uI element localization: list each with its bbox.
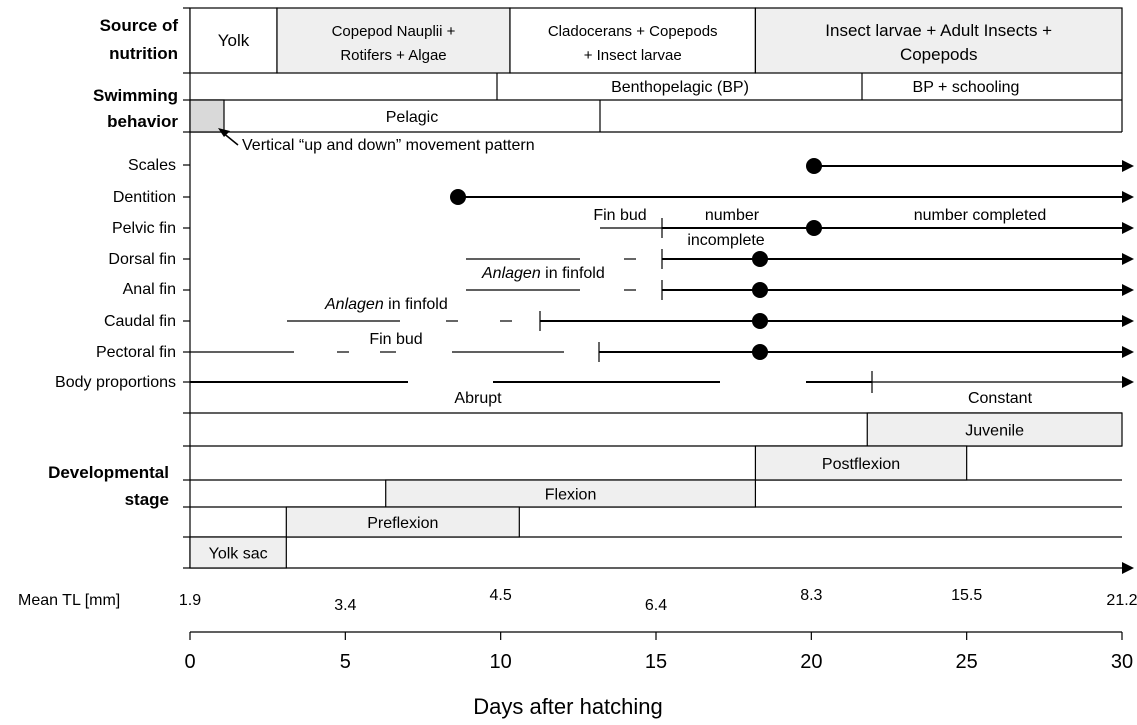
nutrition-box — [509, 7, 757, 74]
constant-label: Constant — [968, 390, 1033, 407]
mean-tl-value: 4.5 — [490, 587, 512, 604]
dentition-dot — [450, 189, 466, 205]
swimming-label-line1: Swimming — [93, 86, 178, 105]
pelvic-number-label: number — [705, 207, 760, 224]
nutrition-box — [276, 7, 511, 74]
feature-label-body-proportions: Body proportions — [55, 374, 176, 391]
swimming-row: Benthopelagic (BP) BP + schooling Pelagi… — [189, 73, 1123, 154]
pectoral-fin-bud-label: Fin bud — [369, 331, 422, 348]
arrowhead-icon — [218, 128, 230, 137]
stage-boxes: Juvenile Postflexion Flexion Preflexion Yolk… — [189, 412, 1123, 569]
x-tick-label: 10 — [490, 651, 512, 673]
feature-label-pectoral-fin: Pectoral fin — [96, 344, 176, 361]
benthopelagic-label: Benthopelagic (BP) — [611, 79, 749, 96]
swimming-label-line2: behavior — [107, 112, 178, 131]
arrowhead-icon — [1122, 253, 1134, 265]
mean-tl-values: 1.9 3.4 4.5 6.4 8.3 15.5 21.2 — [179, 587, 1137, 614]
nutrition-box — [754, 7, 1123, 74]
pelagic-label: Pelagic — [386, 109, 438, 126]
pelvic-dot — [806, 220, 822, 236]
stage-box — [866, 412, 1123, 447]
milestone-dots — [450, 158, 822, 360]
mean-tl-value: 1.9 — [179, 592, 201, 609]
nutrition-box — [189, 7, 278, 74]
nutrition-label: + Insect larvae — [584, 47, 682, 64]
arrowhead-icon — [1122, 315, 1134, 327]
feature-label-anal-fin: Anal fin — [123, 281, 176, 298]
caudal-anlagen-label: Anlagen in finfold — [324, 296, 448, 313]
x-tick-label: 30 — [1111, 651, 1133, 673]
feature-label-caudal-fin: Caudal fin — [104, 313, 176, 330]
nutrition-label: Copepod Nauplii + — [332, 23, 456, 40]
x-axis-title: Days after hatching — [473, 694, 663, 719]
dorsal-anlagen-label: Anlagen in finfold — [481, 265, 605, 282]
stage-label: Juvenile — [965, 423, 1024, 440]
feature-label-dentition: Dentition — [113, 189, 176, 206]
dorsal-dot — [752, 251, 768, 267]
stage-box — [385, 479, 757, 508]
stage-label: Preflexion — [367, 515, 438, 532]
nutrition-label: Yolk — [218, 31, 250, 50]
vertical-movement-note: Vertical “up and down” movement pattern — [242, 137, 535, 154]
arrowhead-icon — [1122, 222, 1134, 234]
nutrition-label: Insect larvae + Adult Insects + — [825, 21, 1052, 40]
pelvic-fin-bud-label: Fin bud — [593, 207, 646, 224]
arrowheads — [1122, 160, 1134, 574]
x-tick-label: 5 — [340, 651, 351, 673]
stage-label-line1: Developmental — [48, 463, 169, 482]
feature-labels: Scales Dentition Pelvic fin Dorsal fin A… — [55, 157, 176, 391]
pelvic-incomplete-label: incomplete — [687, 232, 764, 249]
mean-tl-label: Mean TL [mm] — [18, 592, 120, 609]
x-tick-label: 0 — [184, 651, 195, 673]
nutrition-row: Yolk Copepod Nauplii + Rotifers + Algae Cla… — [189, 7, 1123, 74]
anal-dot — [752, 282, 768, 298]
arrowhead-icon — [1122, 346, 1134, 358]
pectoral-dot — [752, 344, 768, 360]
mean-tl-value: 3.4 — [334, 597, 356, 614]
feature-timelines — [190, 165, 1124, 414]
x-axis: 0 5 10 15 20 25 30 — [184, 631, 1133, 673]
x-tick-label: 25 — [956, 651, 978, 673]
x-tick-label: 20 — [800, 651, 822, 673]
caudal-dot — [752, 313, 768, 329]
stage-label: Yolk sac — [209, 546, 268, 563]
arrowhead-icon — [1122, 191, 1134, 203]
row-ticks — [183, 7, 190, 569]
mean-tl-value: 6.4 — [645, 597, 667, 614]
feature-label-dorsal-fin: Dorsal fin — [108, 251, 176, 268]
feature-label-pelvic-fin: Pelvic fin — [112, 220, 176, 237]
stage-box — [285, 506, 520, 538]
mean-tl-value: 15.5 — [951, 587, 982, 604]
arrowhead-icon — [1122, 284, 1134, 296]
mean-tl-value: 8.3 — [800, 587, 822, 604]
stage-label: Postflexion — [822, 456, 900, 473]
nutrition-label: Copepods — [900, 45, 978, 64]
feature-label-scales: Scales — [128, 157, 176, 174]
vertical-movement-box — [189, 99, 225, 133]
abrupt-label: Abrupt — [454, 390, 502, 407]
stage-box — [189, 536, 287, 569]
scales-dot — [806, 158, 822, 174]
nutrition-label-line1: Source of — [100, 16, 179, 35]
schooling-label: BP + schooling — [913, 79, 1020, 96]
nutrition-label-line2: nutrition — [109, 44, 178, 63]
arrowhead-icon — [1122, 562, 1134, 574]
stage-label: Flexion — [545, 487, 597, 504]
arrowhead-icon — [1122, 376, 1134, 388]
x-tick-label: 15 — [645, 651, 667, 673]
nutrition-label: Cladocerans + Copepods — [548, 23, 718, 40]
arrowhead-icon — [1122, 160, 1134, 172]
pelvic-completed-label: number completed — [914, 207, 1047, 224]
stage-label-line2: stage — [125, 490, 169, 509]
stage-box — [754, 445, 968, 481]
mean-tl-value: 21.2 — [1106, 592, 1137, 609]
nutrition-label: Rotifers + Algae — [340, 47, 446, 64]
